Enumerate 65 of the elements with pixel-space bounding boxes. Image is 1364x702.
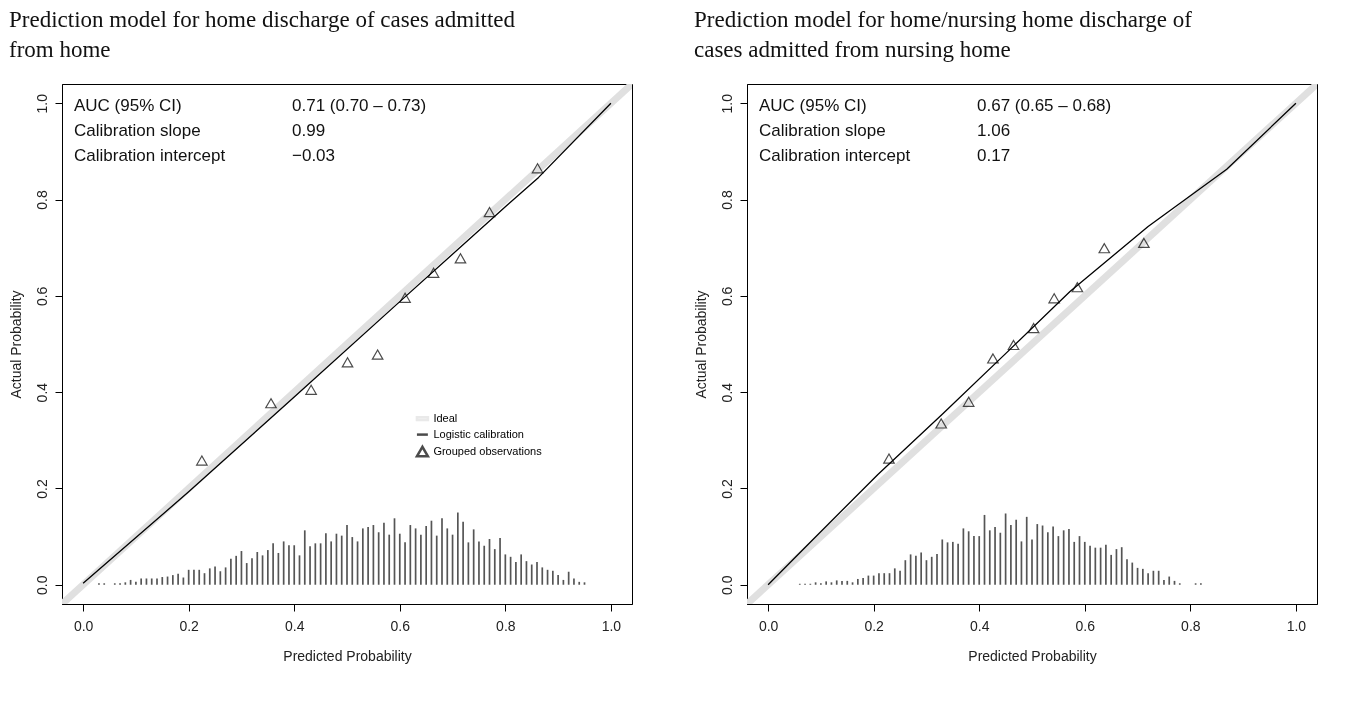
annotation: 1.06 <box>977 121 1011 140</box>
x-tick-label: 0.2 <box>864 617 885 634</box>
legend-label: Logistic calibration <box>433 427 524 440</box>
point <box>1098 243 1111 254</box>
x-tick-label: 0.8 <box>496 617 516 634</box>
x-tick-label: 0.0 <box>758 617 779 634</box>
annotation: 0.67 (0.65 – 0.68) <box>977 96 1112 115</box>
y-tick-label: 0.4 <box>718 382 735 403</box>
chart-title: Prediction model for home discharge of cases admitted from home <box>9 7 516 62</box>
annotation: Calibration intercept <box>74 146 226 165</box>
y-tick-label: 0.6 <box>718 286 735 307</box>
x-axis-title: Predicted Probability <box>968 647 1097 664</box>
point <box>399 292 411 303</box>
point <box>427 267 440 278</box>
point <box>454 253 467 264</box>
y-tick-label: 0.8 <box>33 190 50 210</box>
point <box>483 206 496 218</box>
annotation: AUC (95% CI) <box>759 96 867 115</box>
annotation: 0.71 (0.70 – 0.73) <box>292 96 427 115</box>
point <box>531 163 544 174</box>
y-tick-label: 0.4 <box>33 382 50 403</box>
point <box>1138 237 1150 249</box>
y-tick-label: 0.8 <box>718 190 735 210</box>
annotation: AUC (95% CI) <box>74 96 182 115</box>
y-tick-label: 0.0 <box>718 575 735 595</box>
y-tick-label: 0.2 <box>718 479 735 499</box>
annotation: Calibration intercept <box>759 146 911 165</box>
point <box>1027 322 1040 334</box>
point <box>987 353 999 364</box>
y-axis-title: Actual Probability <box>7 290 24 399</box>
point <box>265 398 277 409</box>
point <box>883 453 895 464</box>
y-tick-label: 0.6 <box>33 286 50 307</box>
annotation: Calibration slope <box>74 121 201 140</box>
point <box>341 357 354 368</box>
x-tick-label: 1.0 <box>1286 617 1307 634</box>
x-tick-label: 1.0 <box>601 617 622 634</box>
x-tick-label: 0.0 <box>73 617 94 634</box>
point <box>1007 339 1020 351</box>
annotation: 0.99 <box>292 121 326 140</box>
x-tick-label: 0.8 <box>1181 617 1201 634</box>
annotation: Calibration slope <box>759 121 886 140</box>
y-tick-label: 1.0 <box>718 93 735 114</box>
legend-label: Grouped observations <box>433 444 543 457</box>
point <box>1071 282 1084 293</box>
point <box>305 384 317 395</box>
point <box>935 418 948 429</box>
x-tick-label: 0.6 <box>1075 617 1096 634</box>
x-tick-label: 0.4 <box>969 617 990 634</box>
x-tick-label: 0.4 <box>284 617 305 634</box>
annotation: −0.03 <box>292 146 336 165</box>
y-tick-label: 0.0 <box>33 575 50 595</box>
legend-label: Ideal <box>433 411 458 424</box>
point <box>196 455 208 466</box>
point <box>962 396 975 407</box>
chart-title: Prediction model for home/nursing home discharge of cases admitted from nursing home <box>694 7 1193 62</box>
annotation: 0.17 <box>977 146 1011 165</box>
y-axis-title: Actual Probability <box>692 290 709 399</box>
point <box>1048 293 1061 304</box>
x-tick-label: 0.6 <box>390 617 411 634</box>
point <box>371 349 384 360</box>
y-tick-label: 0.2 <box>33 479 50 499</box>
x-tick-label: 0.2 <box>179 617 200 634</box>
x-axis-title: Predicted Probability <box>283 647 412 664</box>
y-tick-label: 1.0 <box>33 93 50 114</box>
